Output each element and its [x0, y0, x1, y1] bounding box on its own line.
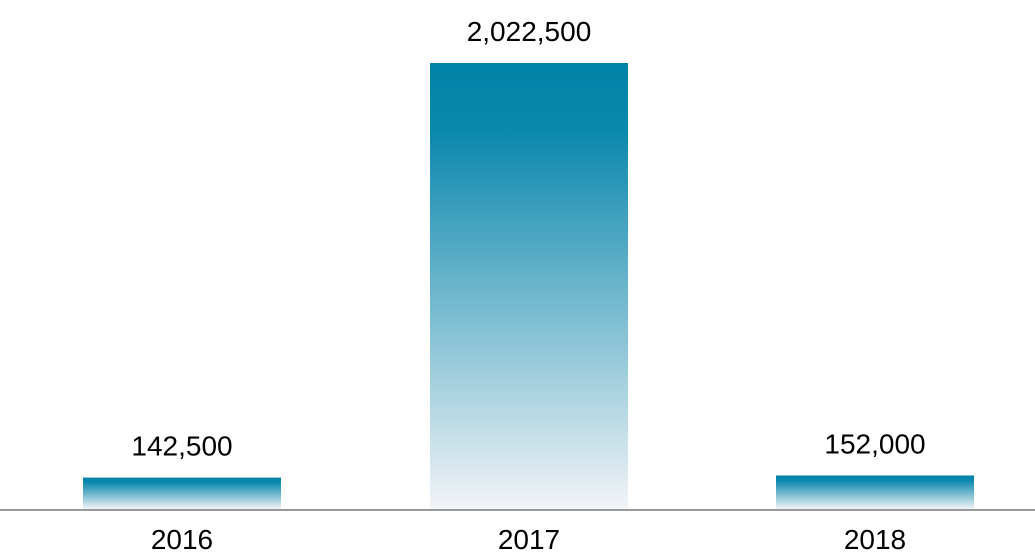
x-tick-label-2016: 2016	[151, 524, 213, 554]
x-tick-label-2017: 2017	[498, 524, 560, 554]
data-label-2016: 142,500	[131, 431, 232, 462]
labels-group: 142,500 2016 2,022,500 2017 152,000 2018	[131, 16, 925, 554]
bar-2017	[430, 63, 628, 509]
data-label-2017: 2,022,500	[467, 16, 592, 47]
bar-2016	[83, 477, 281, 509]
data-label-2018: 152,000	[824, 428, 925, 459]
bar-2018	[776, 475, 974, 509]
x-tick-label-2018: 2018	[844, 524, 906, 554]
bars-group	[83, 63, 974, 509]
